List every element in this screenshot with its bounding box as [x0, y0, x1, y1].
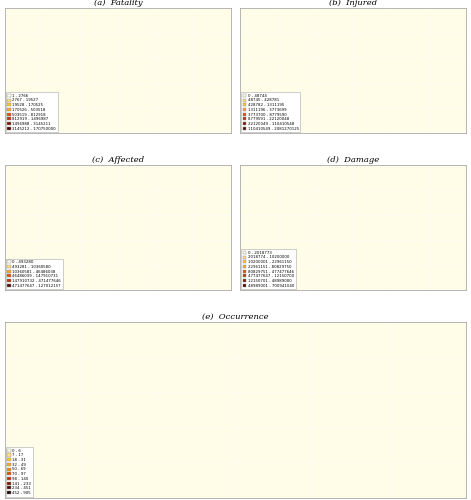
- Title: (d)  Damage: (d) Damage: [327, 156, 379, 164]
- Title: (c)  Affected: (c) Affected: [92, 156, 144, 164]
- Legend: 0 - 2018773, 2018774 - 10200000, 10200001 - 22961150, 22961151 - 80829750, 80829: 0 - 2018773, 2018774 - 10200000, 1020000…: [241, 249, 296, 289]
- Title: (b)  Injured: (b) Injured: [329, 0, 377, 6]
- Legend: 0 - 493280, 493281 - 10360580, 10360581 - 46486038, 46486039 - 147910731, 147910: 0 - 493280, 493281 - 10360580, 10360581 …: [6, 258, 63, 289]
- Legend: 1 - 2766, 2767 - 19527, 19528 - 170525, 170526 - 503518, 503519 - 812918, 812919: 1 - 2766, 2767 - 19527, 19528 - 170525, …: [6, 92, 57, 132]
- Title: (e)  Occurrence: (e) Occurrence: [202, 313, 269, 321]
- Title: (a)  Fatality: (a) Fatality: [94, 0, 142, 6]
- Legend: 0 - 48744, 48745 - 428781, 428782 - 1311195, 1311196 - 3773699, 3773700 - 877959: 0 - 48744, 48745 - 428781, 428782 - 1311…: [241, 92, 300, 132]
- Legend: 0 - 6, 7 - 17, 18 - 31, 32 - 49, 50 - 69, 70 - 97, 98 - 140, 141 - 233, 234 - 45: 0 - 6, 7 - 17, 18 - 31, 32 - 49, 50 - 69…: [6, 447, 33, 496]
